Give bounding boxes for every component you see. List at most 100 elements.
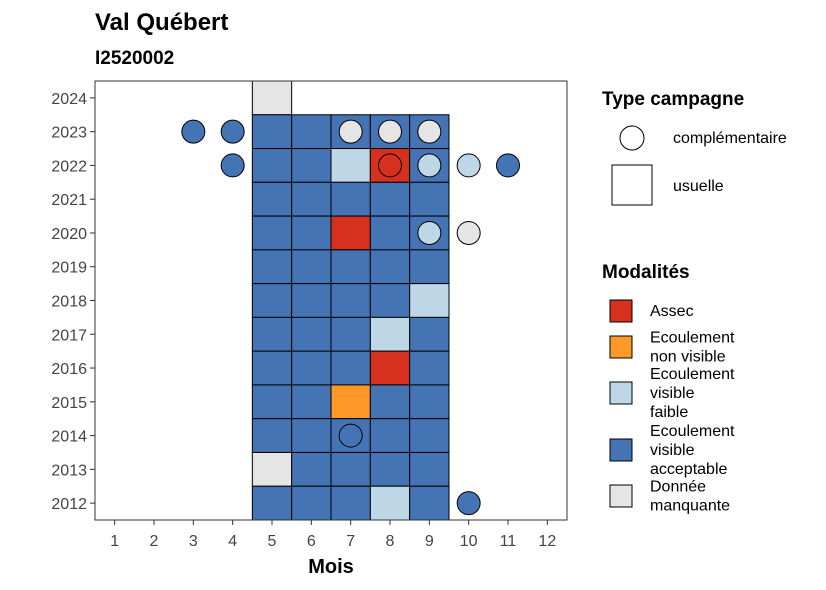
heatmap-cell xyxy=(369,418,411,453)
heatmap-cell xyxy=(251,114,293,150)
legend-fill-label: visible xyxy=(650,442,695,459)
complementary-point xyxy=(220,119,245,144)
legend-fill-label: visible xyxy=(650,385,695,402)
x-tick-label: 2 xyxy=(150,533,159,550)
heatmap-cell xyxy=(330,181,371,217)
chart-title: Val Québert xyxy=(95,9,228,36)
legend-fill-label: Ecoulement xyxy=(650,366,735,383)
legend-fill-label: non visible xyxy=(650,349,726,366)
legend-fill-label: manquante xyxy=(650,498,730,515)
complementary-point xyxy=(181,119,206,144)
legend-shape-square-key xyxy=(611,164,653,206)
heatmap-cell xyxy=(251,283,293,318)
heatmap-cell xyxy=(409,181,450,217)
heatmap-cell xyxy=(409,418,450,453)
legend-fill-label: Donnée xyxy=(650,479,706,496)
x-tick-label: 3 xyxy=(189,533,198,550)
y-tick-label: 2018 xyxy=(51,294,87,311)
complementary-point xyxy=(338,423,363,448)
heatmap-cell xyxy=(409,384,450,420)
legend-shape-label-complementaire: complémentaire xyxy=(673,130,787,147)
heatmap-cell xyxy=(409,249,450,285)
y-tick-label: 2019 xyxy=(51,260,87,277)
x-tick-label: 5 xyxy=(268,533,277,550)
y-tick-label: 2017 xyxy=(51,327,87,344)
heatmap-cell xyxy=(251,249,293,285)
heatmap-cell xyxy=(291,148,332,183)
x-tick-label: 7 xyxy=(346,533,355,550)
heatmap-cell xyxy=(251,451,293,487)
heatmap-cell xyxy=(251,418,293,453)
x-axis: 1 2 3 4 5 6 7 8 9 10 11 12 xyxy=(110,520,556,550)
x-tick-label: 6 xyxy=(307,533,316,550)
y-tick-label: 2012 xyxy=(51,496,87,513)
y-tick-label: 2022 xyxy=(51,158,87,175)
complementary-point xyxy=(378,119,402,144)
x-tick-label: 11 xyxy=(500,533,517,550)
heatmap-cell xyxy=(369,485,411,521)
heatmap-cell xyxy=(369,316,411,352)
heatmap-cell xyxy=(369,249,411,285)
legend-fill-label: acceptable xyxy=(650,461,727,478)
legend-shape-label-usuelle: usuelle xyxy=(673,178,724,195)
x-axis-label: Mois xyxy=(308,556,354,578)
heatmap-cell xyxy=(369,384,411,420)
legend-fill-key xyxy=(609,438,633,462)
heatmap-cell xyxy=(409,350,450,386)
x-tick-label: 4 xyxy=(228,533,237,550)
complementary-point xyxy=(338,119,363,144)
y-tick-label: 2020 xyxy=(51,226,87,243)
legend-shape-title: Type campagne xyxy=(602,89,744,110)
complementary-point xyxy=(417,153,442,178)
complementary-point xyxy=(456,220,481,245)
heatmap-cell xyxy=(369,451,411,487)
heatmap-cell xyxy=(251,148,293,183)
heatmap-cell xyxy=(369,181,411,217)
heatmap-cell xyxy=(409,485,450,521)
complementary-point xyxy=(456,153,481,178)
heatmap-cell xyxy=(330,451,371,487)
heatmap-cell xyxy=(330,148,371,183)
heatmap-cell xyxy=(330,350,371,386)
y-tick-label: 2014 xyxy=(51,429,87,446)
x-tick-label: 10 xyxy=(460,533,478,550)
complementary-point xyxy=(220,153,245,178)
y-axis: 2012 2013 2014 2015 2016 2017 2018 2019 2020 2021… xyxy=(51,91,95,513)
heatmap-cell xyxy=(330,283,371,318)
heatmap-cell xyxy=(330,384,371,420)
y-tick-label: 2024 xyxy=(51,91,87,108)
heatmap-cell xyxy=(409,451,450,487)
heatmap-cell xyxy=(330,249,371,285)
legend-fill-title: Modalités xyxy=(602,262,690,283)
heatmap-cell xyxy=(251,181,293,217)
complementary-point xyxy=(417,119,442,144)
legend-shape-circle-key xyxy=(619,125,645,151)
heatmap-cell xyxy=(369,215,411,251)
x-tick-label: 9 xyxy=(425,533,434,550)
heatmap-cell xyxy=(330,215,371,251)
complementary-point xyxy=(378,153,402,178)
heatmap-cell xyxy=(251,485,293,521)
heatmap-cell xyxy=(369,350,411,386)
heatmap-cell xyxy=(251,350,293,386)
complementary-points xyxy=(181,119,520,516)
heatmap-cell xyxy=(409,316,450,352)
heatmap-cell xyxy=(291,181,332,217)
heatmap-cell xyxy=(291,384,332,420)
chart-subtitle: I2520002 xyxy=(95,48,174,69)
heatmap-cell xyxy=(291,418,332,453)
heatmap-cell xyxy=(291,451,332,487)
heatmap-cell xyxy=(291,316,332,352)
heatmap-cell xyxy=(330,316,371,352)
complementary-point xyxy=(496,153,520,178)
heatmap-cell xyxy=(409,283,450,318)
legend-fill-label: Ecoulement xyxy=(650,330,735,347)
x-tick-label: 1 xyxy=(110,533,119,550)
heatmap-cell xyxy=(291,350,332,386)
heatmap-cell xyxy=(291,114,332,150)
complementary-point xyxy=(456,491,481,516)
heatmap-cell xyxy=(251,316,293,352)
y-tick-label: 2015 xyxy=(51,395,87,412)
heatmap-cell xyxy=(291,283,332,318)
